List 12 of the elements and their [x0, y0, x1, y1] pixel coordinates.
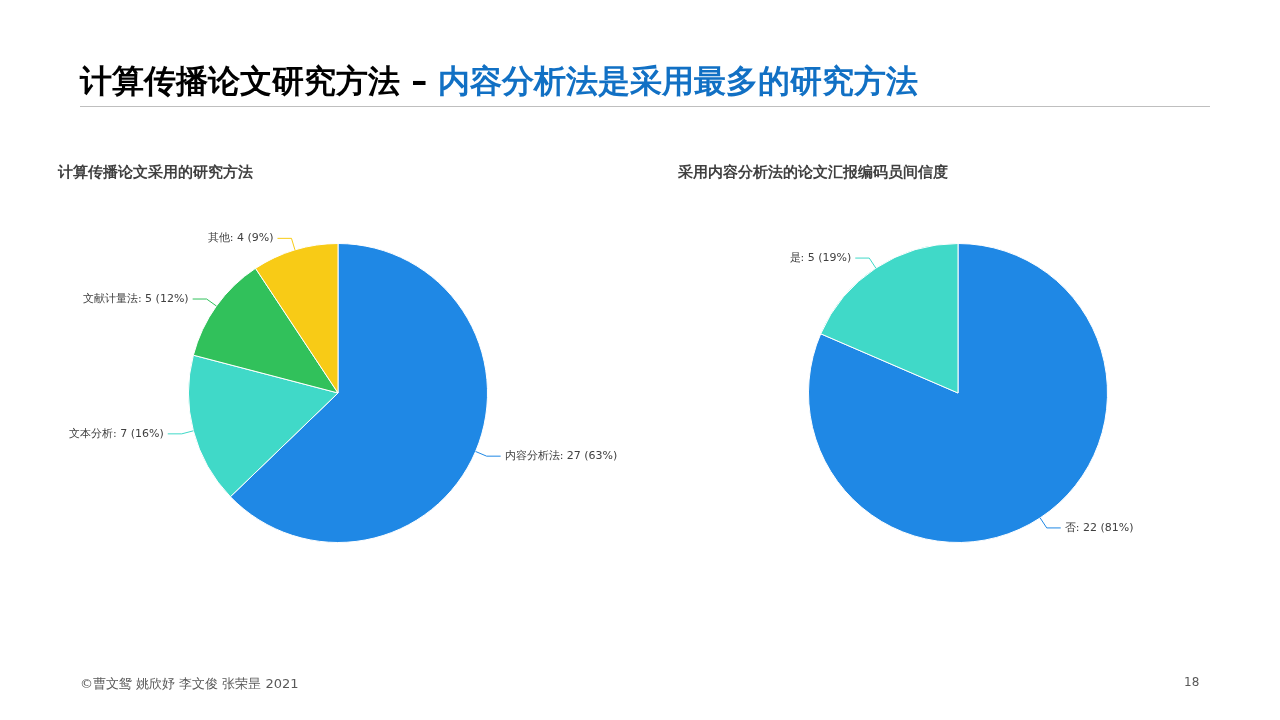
slice-label: 文本分析: 7 (16%): [69, 426, 164, 440]
slice-label: 其他: 4 (9%): [207, 231, 274, 245]
chart-title: 计算传播论文采用的研究方法: [58, 163, 254, 183]
text: 内容分析法是采用最多的研究方法: [438, 62, 919, 100]
slice-label: 文献计量法: 5 (12%): [82, 291, 189, 305]
text: ©曹文鸳 姚欣妤 李文俊 张荣昰 2021: [80, 675, 299, 693]
slice-label: 是: 5 (19%): [789, 250, 852, 264]
text: 18: [1184, 675, 1200, 689]
slice-label: 内容分析法: 27 (63%): [504, 449, 618, 463]
chart-title: 采用内容分析法的论文汇报编码员间信度: [678, 163, 949, 183]
text: 计算传播论文研究方法 –: [80, 62, 429, 100]
slice-label: 否: 22 (81%): [1064, 520, 1134, 534]
